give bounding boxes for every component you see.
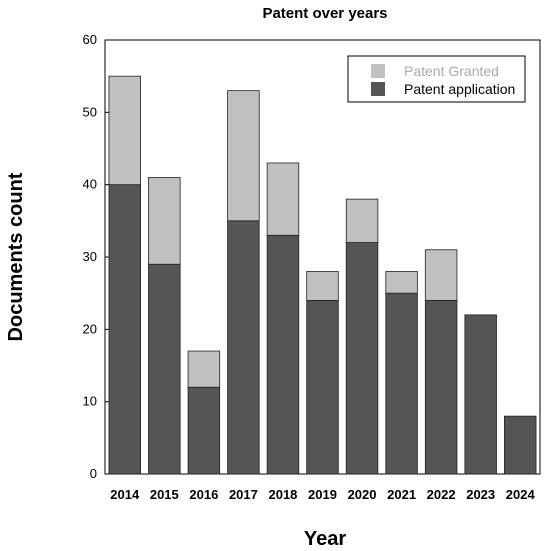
bar-patent-application-2019 xyxy=(306,299,339,475)
y-tick-label: 30 xyxy=(83,249,97,264)
bar-patent-granted-2017 xyxy=(227,90,260,222)
y-tick-label: 40 xyxy=(83,177,97,192)
y-tick-label: 50 xyxy=(83,104,97,119)
bar-patent-granted-2018 xyxy=(266,162,300,236)
bar-patent-application-2020 xyxy=(345,242,379,475)
x-tick-label: 2020 xyxy=(348,487,377,502)
y-axis-label: Documents count xyxy=(5,172,27,341)
x-tick-label: 2016 xyxy=(189,487,218,502)
x-tick-label: 2024 xyxy=(506,487,536,502)
legend-label-patent-application: Patent application xyxy=(404,81,515,97)
bar-patent-application-2016 xyxy=(187,386,221,475)
bar-patent-granted-2015 xyxy=(148,177,181,265)
x-tick-label: 2023 xyxy=(466,487,495,502)
chart-title: Patent over years xyxy=(262,5,387,22)
x-tick-label: 2014 xyxy=(110,487,140,502)
bar-patent-application-2023 xyxy=(464,314,497,475)
bar-patent-granted-2014 xyxy=(108,75,141,186)
x-tick-label: 2019 xyxy=(308,487,337,502)
legend-swatch-patent-granted xyxy=(371,64,385,78)
legend-label-patent-granted: Patent Granted xyxy=(404,63,499,79)
bar-patent-granted-2016 xyxy=(187,350,221,388)
y-tick-label: 60 xyxy=(83,32,97,47)
bar-patent-application-2022 xyxy=(424,299,458,475)
bar-patent-granted-2021 xyxy=(385,271,418,294)
bar-patent-application-2014 xyxy=(108,184,141,475)
bar-patent-granted-2019 xyxy=(306,271,339,301)
legend: Patent Granted Patent application xyxy=(347,55,526,103)
x-tick-label: 2021 xyxy=(387,487,416,502)
bars xyxy=(108,75,537,475)
x-tick-label: 2015 xyxy=(150,487,179,502)
legend-swatch-patent-application xyxy=(371,82,385,96)
y-tick-label: 20 xyxy=(83,321,97,336)
x-tick-label: 2017 xyxy=(229,487,258,502)
x-tick-label: 2022 xyxy=(427,487,456,502)
y-axis: 0 10 20 30 40 50 60 xyxy=(83,32,110,481)
x-tick-label: 2018 xyxy=(268,487,297,502)
bar-patent-application-2021 xyxy=(385,292,418,475)
bar-patent-granted-2022 xyxy=(424,249,458,301)
y-tick-label: 0 xyxy=(90,466,97,481)
bar-patent-application-2024 xyxy=(504,415,537,475)
bar-patent-application-2018 xyxy=(266,234,300,475)
x-axis: 2014 2015 2016 2017 2018 2019 2020 2021 2022 2023… xyxy=(110,469,535,502)
y-tick-label: 10 xyxy=(83,394,97,409)
bar-patent-granted-2020 xyxy=(345,198,379,243)
x-axis-label: Year xyxy=(304,528,346,550)
bar-patent-application-2015 xyxy=(148,263,181,475)
bar-patent-application-2017 xyxy=(227,220,260,475)
